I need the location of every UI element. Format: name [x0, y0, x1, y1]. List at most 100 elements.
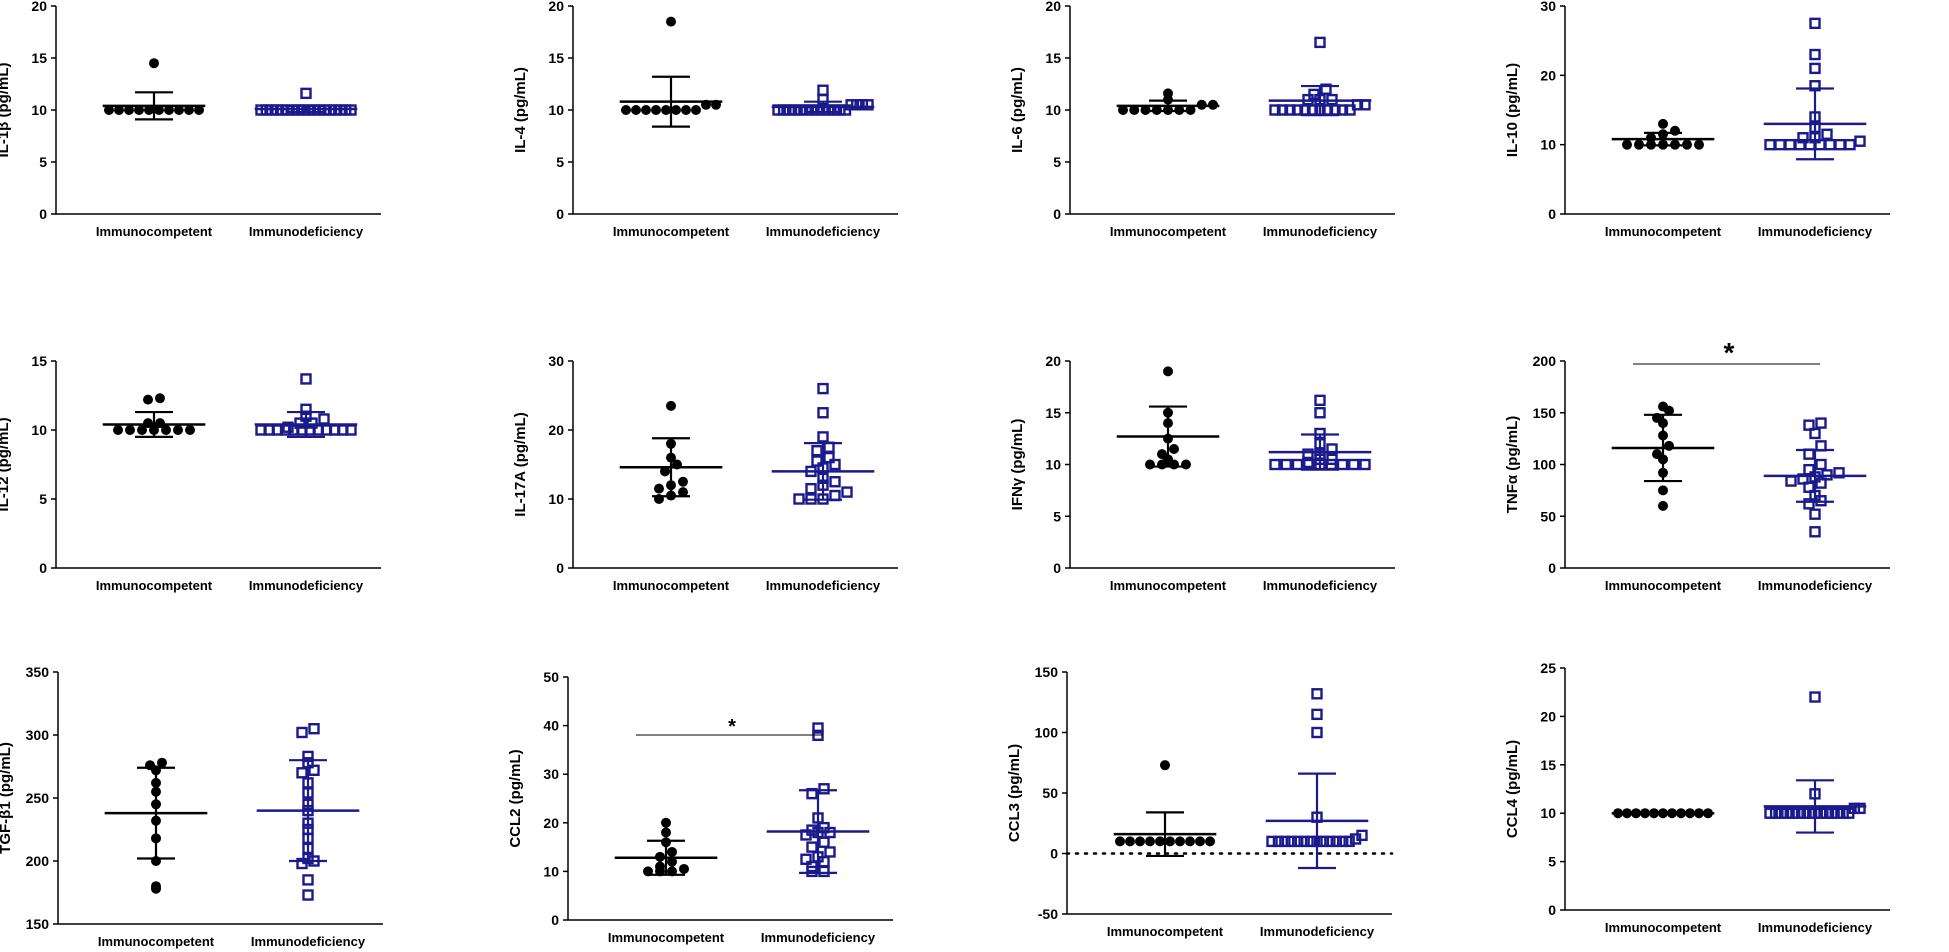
data-point-immunocompetent — [1181, 459, 1191, 470]
data-point-immunocompetent — [104, 105, 114, 115]
x-tick-label: Immunodeficiency — [766, 224, 881, 239]
data-point-immunodeficiency — [282, 421, 294, 433]
data-point-immunocompetent — [1682, 139, 1692, 150]
data-point-immunodeficiency — [1824, 138, 1836, 151]
data-point-immunocompetent — [154, 105, 164, 115]
data-point-immunocompetent — [143, 394, 153, 405]
data-point-immunocompetent — [666, 16, 676, 27]
data-point-immunodeficiency — [1324, 835, 1336, 848]
data-point-immunocompetent — [660, 466, 670, 477]
data-point-immunocompetent — [679, 863, 689, 874]
y-tick-label: 0 — [556, 560, 564, 576]
data-point-immunocompetent — [157, 757, 167, 768]
data-point-immunocompetent — [125, 425, 135, 435]
y-tick-label: 0 — [1053, 206, 1061, 222]
data-point-immunocompetent — [1175, 836, 1185, 847]
y-tick-label: 30 — [1540, 0, 1556, 14]
data-point-immunodeficiency — [1348, 458, 1360, 471]
chart-panel-il4: 0 5 10 15 20 IL-4 (pg/mL) Immunocompetent Immun… — [512, 0, 898, 239]
data-point-immunodeficiency — [1854, 135, 1866, 147]
y-tick-label: 15 — [1045, 405, 1061, 421]
x-tick-label: Immunodeficiency — [1263, 578, 1378, 593]
data-point-immunocompetent — [661, 105, 671, 115]
y-tick-label: 250 — [26, 790, 50, 806]
data-point-immunodeficiency — [811, 455, 823, 467]
chart-panel-tnfa: 0 50 100 150 200 TNFα (pg/mL) Immunocompetent I… — [1504, 337, 1890, 593]
x-tick-label: Immunocompetent — [96, 578, 213, 593]
y-tick-label: 200 — [1533, 353, 1557, 369]
x-tick-label: Immunodeficiency — [251, 934, 366, 949]
data-point-immunodeficiency — [1337, 835, 1349, 848]
data-point-immunodeficiency — [1330, 835, 1342, 848]
y-tick-label: -50 — [1038, 906, 1058, 922]
y-tick-label: 0 — [1050, 846, 1058, 862]
data-point-immunocompetent — [185, 425, 195, 435]
x-tick-label: Immunocompetent — [1605, 578, 1722, 593]
data-point-immunocompetent — [194, 105, 204, 115]
y-axis-label: IL-10 (pg/mL) — [1504, 63, 1521, 157]
data-point-immunocompetent — [149, 58, 159, 69]
y-tick-label: 20 — [548, 0, 564, 14]
y-tick-label: 150 — [26, 916, 50, 932]
chart-panel-il17a: 0 10 20 30 IL-17A (pg/mL) Immunocompetent Immu… — [512, 353, 898, 593]
data-point-immunodeficiency — [823, 451, 835, 464]
data-point-immunodeficiency — [806, 841, 818, 853]
data-point-immunocompetent — [134, 105, 144, 115]
x-tick-label: Immunodeficiency — [1758, 920, 1873, 935]
y-axis-label: TNFα (pg/mL) — [1504, 416, 1521, 514]
data-point-immunodeficiency — [1314, 394, 1326, 407]
data-point-immunodeficiency — [1815, 417, 1827, 429]
data-point-immunodeficiency — [1854, 802, 1866, 815]
data-point-immunodeficiency — [1803, 498, 1815, 510]
data-point-immunodeficiency — [1803, 463, 1815, 476]
data-point-immunodeficiency — [1311, 726, 1323, 739]
y-tick-label: 0 — [39, 560, 47, 576]
data-point-immunocompetent — [651, 105, 661, 115]
x-tick-label: Immunocompetent — [1110, 224, 1227, 239]
data-point-immunocompetent — [1165, 836, 1175, 847]
y-axis-label: IL-6 (pg/mL) — [1009, 67, 1026, 153]
data-point-immunocompetent — [144, 105, 154, 115]
data-point-immunodeficiency — [1311, 708, 1323, 721]
data-point-immunocompetent — [161, 425, 171, 435]
chart-panel-ifng: 0 5 10 15 20 IFNγ (pg/mL) Immunocompetent Immun… — [1009, 353, 1395, 593]
chart-panel-il10: 0 10 20 30 IL-10 (pg/mL) Immunocompetent Immun… — [1504, 0, 1890, 239]
data-point-immunodeficiency — [1774, 138, 1786, 151]
y-axis-label: CCL3 (pg/mL) — [1006, 744, 1023, 842]
data-point-immunodeficiency — [1359, 458, 1371, 471]
data-point-immunodeficiency — [1320, 83, 1332, 95]
data-point-immunodeficiency — [308, 723, 320, 735]
data-point-immunodeficiency — [1266, 835, 1278, 848]
data-point-immunocompetent — [151, 883, 161, 894]
data-point-immunodeficiency — [1272, 835, 1285, 848]
data-point-immunocompetent — [1658, 500, 1668, 511]
y-tick-label: 15 — [31, 50, 47, 66]
data-point-immunocompetent — [1664, 440, 1674, 451]
data-point-immunocompetent — [1118, 105, 1128, 115]
x-tick-label: Immunocompetent — [98, 934, 215, 949]
y-tick-label: 10 — [548, 102, 564, 118]
data-point-immunodeficiency — [1815, 458, 1827, 471]
y-axis-label: TGF-β1 (pg/mL) — [0, 742, 14, 854]
x-tick-label: Immunocompetent — [1110, 578, 1227, 593]
data-point-immunodeficiency — [829, 476, 841, 488]
y-tick-label: 10 — [1540, 137, 1556, 153]
data-point-immunodeficiency — [817, 431, 829, 443]
x-tick-label: Immunodeficiency — [249, 224, 364, 239]
data-point-immunodeficiency — [296, 767, 308, 779]
x-tick-label: Immunodeficiency — [761, 930, 876, 945]
data-point-immunocompetent — [155, 393, 165, 404]
data-point-immunodeficiency — [1269, 104, 1281, 116]
data-point-immunodeficiency — [1356, 829, 1368, 842]
y-tick-label: 40 — [543, 718, 559, 734]
data-point-immunocompetent — [1195, 836, 1205, 847]
y-tick-label: 0 — [551, 912, 559, 928]
data-point-immunodeficiency — [817, 84, 829, 96]
data-point-immunodeficiency — [1815, 477, 1827, 489]
y-tick-label: 350 — [26, 664, 50, 680]
y-axis-label: IFNγ (pg/mL) — [1009, 419, 1026, 511]
data-point-immunocompetent — [1185, 105, 1196, 115]
data-point-immunodeficiency — [1797, 473, 1809, 485]
data-point-immunodeficiency — [1833, 467, 1845, 479]
data-point-immunocompetent — [666, 400, 676, 411]
